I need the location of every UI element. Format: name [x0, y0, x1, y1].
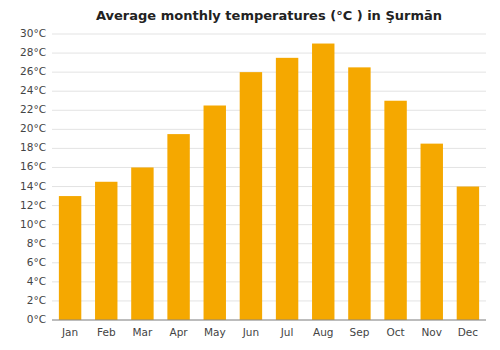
- bar: [240, 72, 262, 320]
- bar: [348, 67, 370, 320]
- y-tick-label: 10°C: [20, 218, 46, 230]
- y-tick-label: 16°C: [20, 160, 46, 172]
- grid-line: [52, 72, 486, 73]
- bar: [312, 44, 334, 320]
- x-tick-label: Feb: [97, 326, 116, 338]
- bar: [384, 101, 406, 320]
- y-tick-label: 6°C: [27, 256, 46, 268]
- bars: [59, 44, 479, 320]
- grid-line: [52, 34, 486, 35]
- x-tick-label: Aug: [313, 326, 334, 338]
- x-tick-label: Dec: [458, 326, 479, 338]
- y-tick-label: 14°C: [20, 180, 46, 192]
- y-tick-label: 20°C: [20, 122, 46, 134]
- y-tick-label: 0°C: [27, 313, 46, 325]
- y-tick-label: 24°C: [20, 84, 46, 96]
- x-tick-label: May: [204, 326, 226, 338]
- y-tick-label: 12°C: [20, 199, 46, 211]
- y-tick-label: 22°C: [20, 103, 46, 115]
- chart: 0°C 2°C 4°C 6°C 8°C 10°C 12°C 14°C 16°C 18°C 20°C 2…: [0, 0, 500, 350]
- bar: [95, 182, 117, 320]
- y-axis: 0°C 2°C 4°C 6°C 8°C 10°C 12°C 14°C 16°C 18°C 20°C 2…: [20, 27, 46, 325]
- grid-line: [52, 91, 486, 92]
- x-tick-label: Mar: [133, 326, 153, 338]
- y-tick-label: 30°C: [20, 27, 46, 39]
- x-axis-line: [52, 320, 486, 321]
- grid-line: [52, 53, 486, 54]
- title: Average monthly temperatures (°C ) in Şu…: [96, 8, 442, 23]
- bar: [276, 58, 298, 320]
- bar: [457, 187, 479, 320]
- x-tick-label: Jun: [242, 326, 259, 338]
- chart-container: 0°C 2°C 4°C 6°C 8°C 10°C 12°C 14°C 16°C 18°C 20°C 2…: [0, 0, 500, 350]
- y-tick-label: 4°C: [27, 275, 46, 287]
- bar: [421, 144, 443, 320]
- x-tick-label: Jul: [280, 326, 294, 338]
- bar: [131, 167, 153, 320]
- x-tick-label: Sep: [350, 326, 370, 338]
- y-tick-label: 28°C: [20, 46, 46, 58]
- x-tick-label: Oct: [387, 326, 405, 338]
- bar: [204, 106, 226, 321]
- grid-line: [52, 320, 486, 321]
- y-tick-label: 8°C: [27, 237, 46, 249]
- bar: [59, 196, 81, 320]
- x-tick-label: Jan: [61, 326, 78, 338]
- bar: [167, 134, 189, 320]
- x-tick-label: Apr: [169, 326, 188, 338]
- x-tick-label: Nov: [422, 326, 443, 338]
- y-tick-label: 18°C: [20, 141, 46, 153]
- y-grid: [52, 34, 486, 320]
- y-tick-label: 26°C: [20, 65, 46, 77]
- grid-line: [52, 110, 486, 111]
- y-tick-label: 2°C: [27, 294, 46, 306]
- x-axis: Jan Feb Mar Apr May Jun Jul Aug Sep Oct Nov Dec: [52, 320, 486, 338]
- grid-line: [52, 129, 486, 130]
